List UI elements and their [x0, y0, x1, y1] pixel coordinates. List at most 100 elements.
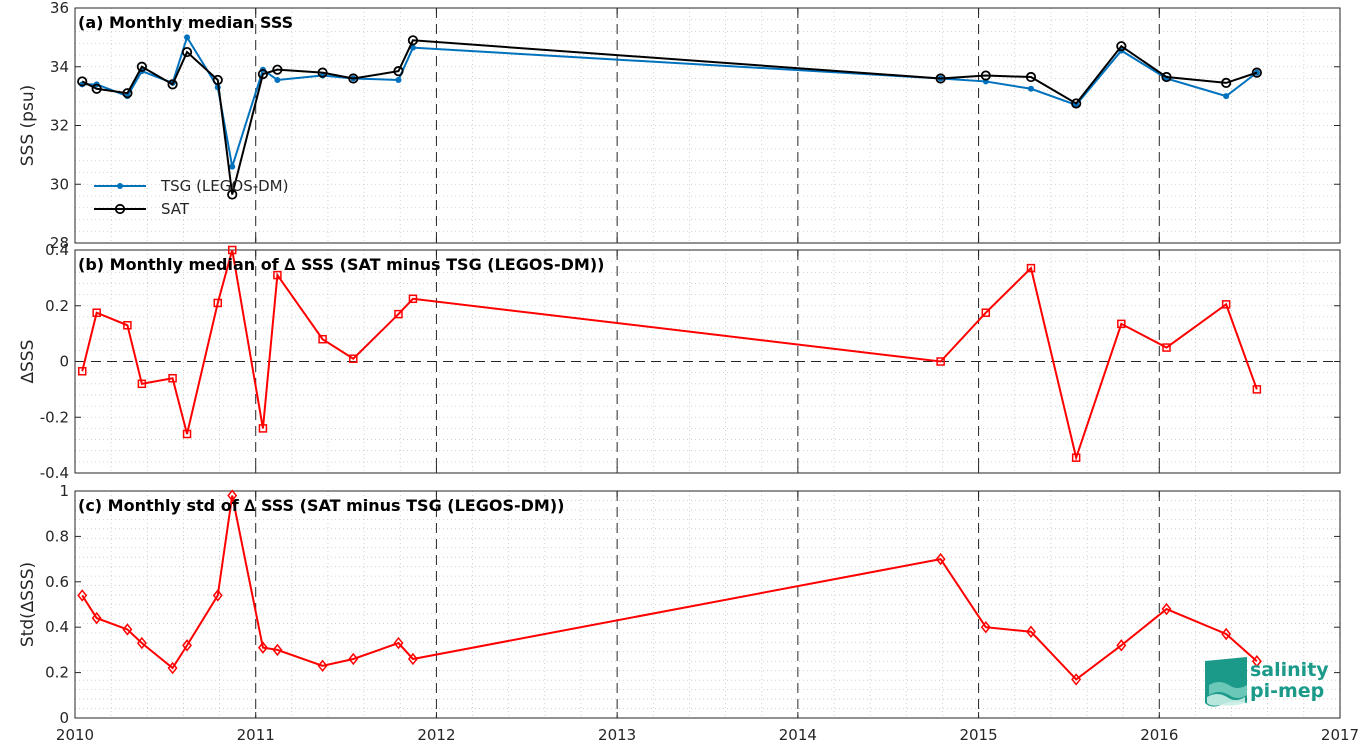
y-tick-label: -0.2: [40, 408, 69, 426]
data-point: [408, 294, 418, 304]
data-point: [167, 79, 178, 90]
y-tick-label: 1: [59, 482, 69, 500]
data-point: [1116, 639, 1127, 652]
panel-3: 0 0.2 0.4 0.6 0.8 1 Std(∆SSS) (c) Monthly std o…: [18, 482, 1341, 727]
data-point: [1223, 93, 1230, 100]
data-point: [1071, 453, 1081, 462]
axes-box: [74, 7, 1341, 244]
data-point: [348, 652, 359, 666]
data-point: [393, 636, 404, 650]
y-tick-label: 28: [50, 234, 69, 252]
panel-title: (c) Monthly std of ∆ SSS (SAT minus TSG …: [78, 496, 564, 515]
series-sat: [77, 35, 1262, 200]
data-point: [1252, 385, 1262, 394]
data-point: [407, 652, 418, 666]
data-point: [1071, 673, 1082, 686]
data-point: [123, 321, 132, 330]
data-point: [77, 589, 88, 602]
panel-2: -0.4 -0.2 0 0.2 0.4 ∆SSS (b) Monthly median of…: [18, 241, 1341, 482]
y-tick-label: 0: [59, 709, 69, 727]
data-point: [257, 68, 269, 80]
data-point: [980, 620, 991, 634]
data-point: [122, 88, 133, 99]
data-point: [1161, 602, 1172, 616]
y-tick-label: -0.4: [40, 464, 69, 482]
data-point: [1251, 67, 1262, 78]
series-line: [81, 495, 1258, 681]
data-point: [395, 76, 402, 83]
data-point: [92, 308, 101, 317]
x-tick-labels: 2010 2011 2012 2013 2014 2015 2016 2017: [56, 726, 1359, 744]
x-tick-label: 2016: [1140, 726, 1178, 744]
data-point: [212, 74, 223, 86]
data-point: [980, 70, 991, 81]
data-point: [1027, 85, 1034, 92]
y-tick-label: 36: [50, 0, 69, 17]
data-point: [227, 489, 238, 502]
data-point: [317, 67, 328, 78]
data-point: [257, 641, 268, 654]
panel-title: (b) Monthly median of ∆ SSS (SAT minus T…: [78, 255, 604, 274]
data-point: [136, 636, 147, 650]
y-tick-label: 0.8: [45, 527, 69, 545]
data-point: [1026, 263, 1036, 273]
x-tick-label: 2010: [56, 726, 94, 744]
data-point: [1116, 41, 1127, 52]
data-point: [407, 35, 419, 46]
data-point: [935, 73, 946, 84]
data-point: [77, 367, 87, 376]
axes-box: [74, 490, 1341, 719]
legend-entry: SAT: [161, 200, 190, 218]
data-point: [273, 270, 282, 280]
x-tick-label: 2015: [959, 726, 997, 744]
x-tick-label: 2014: [779, 726, 817, 744]
data-point: [168, 373, 177, 383]
x-tick-label: 2011: [237, 726, 275, 744]
data-point: [77, 76, 88, 87]
data-point: [1221, 300, 1231, 309]
salinity-pi-mep-logo: salinity pi-mep: [1205, 657, 1329, 707]
data-point: [91, 83, 102, 94]
data-point: [136, 61, 147, 72]
data-point: [1251, 655, 1262, 668]
data-point: [1221, 77, 1232, 89]
data-point: [182, 429, 192, 439]
y-tick-label: 0.4: [45, 618, 69, 636]
y-axis-label: Std(∆SSS): [18, 562, 38, 647]
data-point: [272, 643, 283, 657]
data-point: [274, 76, 281, 83]
legend-entry: TSG (LEGOS-DM): [160, 177, 288, 195]
data-point: [394, 309, 403, 319]
data-point: [1161, 71, 1172, 83]
data-point: [181, 46, 193, 58]
data-point: [1026, 625, 1036, 638]
series-line: [82, 34, 1258, 167]
panel-1: 28 30 32 34 36 SSS (psu) (a) Monthly median SS…: [18, 0, 1341, 252]
data-point: [91, 611, 102, 625]
data-point: [1025, 71, 1037, 83]
data-point: [122, 623, 133, 636]
data-point: [1071, 98, 1082, 109]
series-line: [81, 39, 1258, 195]
y-axis-label: ∆SSS: [18, 340, 38, 385]
data-point: [348, 73, 359, 84]
y-tick-label: 34: [50, 58, 69, 76]
data-point: [935, 552, 946, 566]
series-delta-2: [77, 245, 1262, 462]
series-line: [81, 249, 1258, 462]
y-tick-label: 0.2: [45, 664, 69, 682]
data-point: [137, 379, 147, 389]
data-point: [167, 661, 178, 675]
data-point: [229, 163, 236, 170]
data-point: [393, 66, 404, 77]
data-point: [1162, 343, 1171, 352]
panel-title: (a) Monthly median SSS: [78, 13, 293, 32]
data-point: [981, 308, 991, 317]
x-tick-label: 2013: [598, 726, 636, 744]
data-point: [409, 44, 416, 51]
data-point: [349, 354, 358, 363]
data-point: [212, 589, 223, 602]
logo-line1: salinity: [1250, 659, 1329, 681]
y-tick-label: 0.6: [45, 573, 69, 591]
